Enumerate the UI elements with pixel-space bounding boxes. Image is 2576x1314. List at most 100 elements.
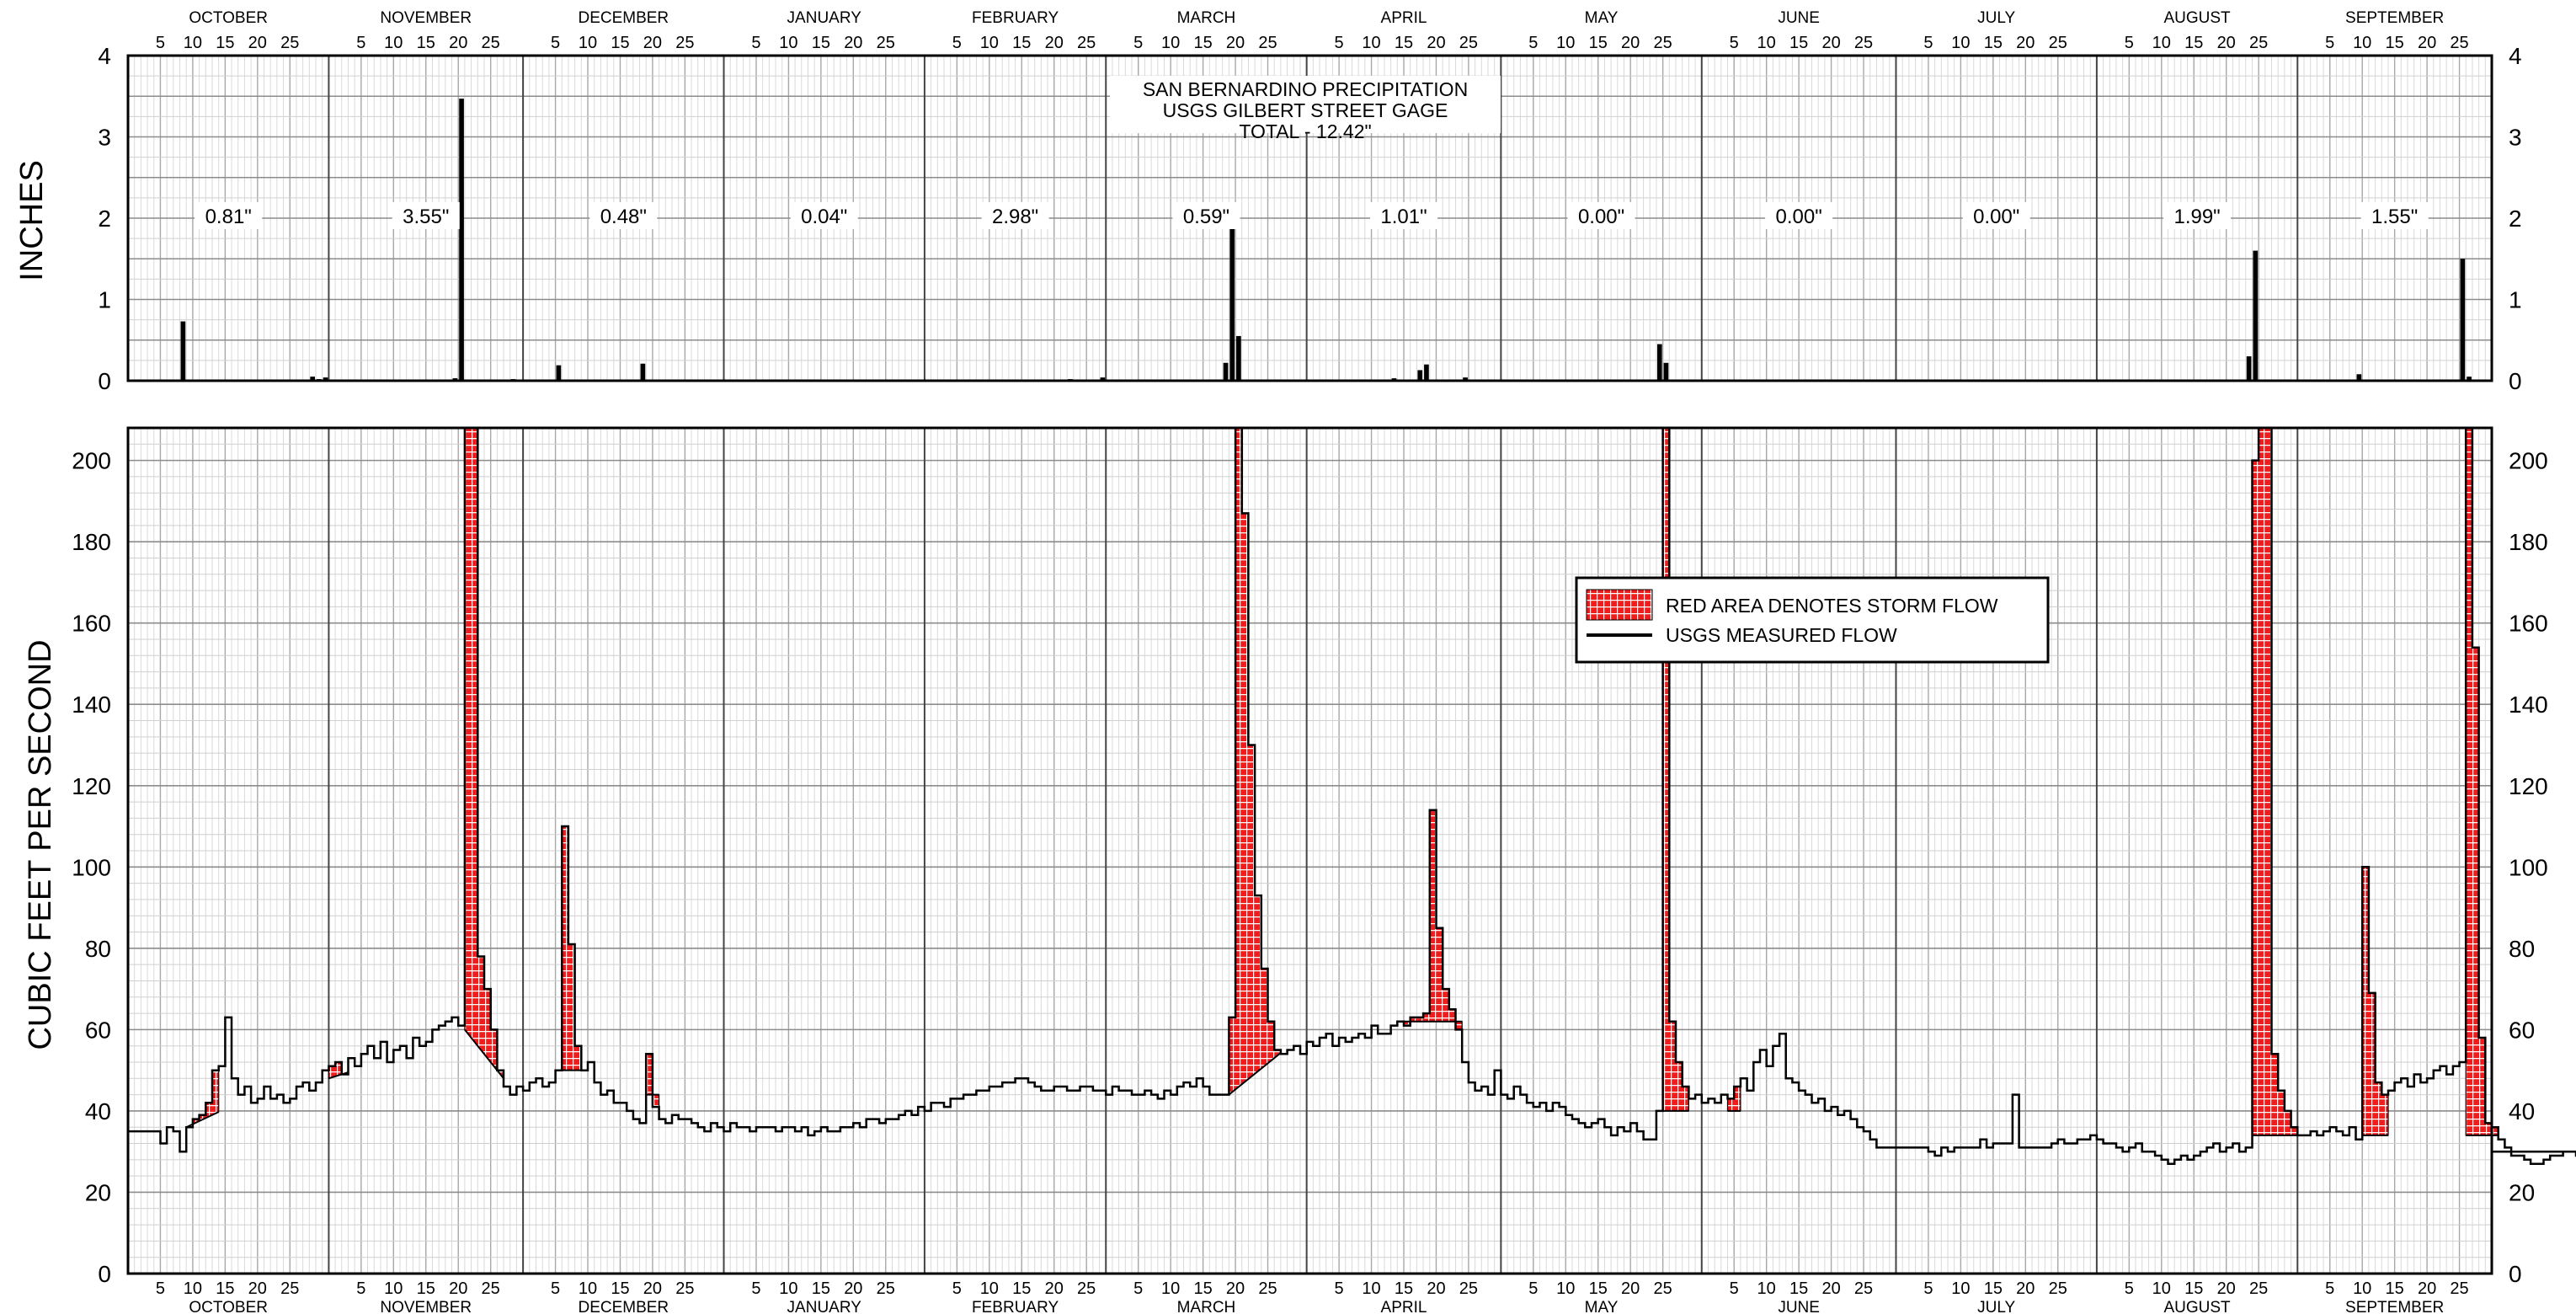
day-tick-bottom: 10: [1556, 1279, 1575, 1298]
day-tick-bottom: 10: [1757, 1279, 1776, 1298]
precip-bars: [180, 99, 2472, 382]
day-tick-top: 15: [1012, 34, 1031, 52]
month-label-bottom: OCTOBER: [189, 1299, 268, 1314]
precip-daily-bar: [2460, 259, 2466, 381]
flow-panel: RED AREA DENOTES STORM FLOW USGS MEASURE…: [23, 426, 2576, 1287]
day-tick-bottom: 10: [384, 1279, 403, 1298]
flow-y-tick-right: 180: [2509, 529, 2548, 555]
day-tick-bottom: 25: [280, 1279, 299, 1298]
flow-y-tick-right: 200: [2509, 448, 2548, 474]
precip-total-box: [1370, 202, 1438, 229]
month-label-top: DECEMBER: [578, 9, 669, 27]
month-label-top: OCTOBER: [189, 9, 268, 27]
precip-daily-bar: [1424, 364, 1429, 381]
flow-y-tick-right: 140: [2509, 692, 2548, 718]
day-tick-bottom: 5: [356, 1279, 365, 1298]
day-tick-bottom: 20: [2418, 1279, 2436, 1298]
precip-y-tick-right: 1: [2509, 287, 2522, 313]
month-label-bottom: JULY: [1977, 1299, 2015, 1314]
day-tick-top: 5: [156, 34, 165, 52]
precip-daily-bar: [1236, 335, 1241, 381]
month-axes: OCTOBER OCTOBER 5 5 10 10 15 15 20 20 25 25 NOVEMBER…: [156, 9, 2469, 1314]
precip-daily-bar: [1663, 362, 1669, 381]
month-label-top: APRIL: [1381, 9, 1427, 27]
precip-total-box: [589, 202, 658, 229]
month-label-bottom: FEBRUARY: [972, 1299, 1059, 1314]
legend-storm-swatch: [1586, 589, 1653, 621]
day-tick-top: 10: [1757, 34, 1776, 52]
precip-total-box: [195, 202, 263, 229]
month-label-bottom: SEPTEMBER: [2345, 1299, 2444, 1314]
day-tick-top: 15: [1395, 34, 1413, 52]
day-tick-bottom: 15: [417, 1279, 435, 1298]
day-tick-top: 15: [1589, 34, 1608, 52]
day-tick-bottom: 5: [952, 1279, 962, 1298]
day-tick-top: 25: [1654, 34, 1672, 52]
day-tick-top: 20: [1427, 34, 1445, 52]
month-label-bottom: DECEMBER: [578, 1299, 669, 1314]
precip-axes: 0 0 1 1 2 2 3 3 4 4: [98, 43, 2521, 394]
precip-monthly-total: 0.04": [801, 206, 847, 228]
day-tick-bottom: 5: [2325, 1279, 2334, 1298]
day-tick-bottom: 5: [1133, 1279, 1143, 1298]
day-tick-top: 5: [551, 34, 560, 52]
precip-monthly-total: 0.00": [1578, 206, 1624, 228]
flow-y-tick-right: 120: [2509, 773, 2548, 799]
day-tick-bottom: 10: [2353, 1279, 2371, 1298]
day-tick-top: 5: [356, 34, 365, 52]
flow-y-tick-left: 160: [72, 611, 111, 637]
precip-daily-bar: [556, 365, 562, 381]
day-tick-top: 10: [579, 34, 597, 52]
day-tick-bottom: 20: [2217, 1279, 2236, 1298]
day-tick-bottom: 15: [1012, 1279, 1031, 1298]
day-tick-bottom: 20: [643, 1279, 662, 1298]
precip-y-tick-left: 0: [98, 368, 111, 394]
flow-y-tick-right: 100: [2509, 854, 2548, 880]
day-tick-bottom: 15: [812, 1279, 830, 1298]
day-tick-top: 5: [1730, 34, 1739, 52]
precip-daily-bar: [310, 377, 316, 381]
precip-monthly-totals: 0.81" 3.55" 0.48" 0.04" 2.98" 0.59" 1.01" 0.00"…: [195, 202, 2429, 229]
day-tick-bottom: 20: [1045, 1279, 1064, 1298]
day-tick-top: 5: [751, 34, 760, 52]
month-label-top: SEPTEMBER: [2345, 9, 2444, 27]
day-tick-bottom: 20: [1427, 1279, 1445, 1298]
flow-y-axis-label: CUBIC FEET PER SECOND: [23, 639, 58, 1050]
usgs-measured-flow-line: [128, 426, 2576, 1165]
day-tick-top: 15: [1789, 34, 1808, 52]
day-tick-top: 15: [1193, 34, 1212, 52]
day-tick-top: 10: [1951, 34, 1970, 52]
precip-daily-bar: [323, 377, 328, 381]
day-tick-bottom: 25: [1258, 1279, 1277, 1298]
day-tick-top: 25: [675, 34, 694, 52]
precip-y-tick-right: 2: [2509, 206, 2522, 232]
day-tick-bottom: 5: [551, 1279, 560, 1298]
month-label-top: NOVEMBER: [380, 9, 472, 27]
precip-y-tick-left: 3: [98, 125, 111, 151]
precip-y-axis-label: INCHES: [14, 160, 50, 281]
precip-daily-bar: [640, 363, 646, 381]
day-tick-bottom: 20: [248, 1279, 267, 1298]
precip-y-tick-left: 1: [98, 287, 111, 313]
month-label-bottom: JANUARY: [787, 1299, 862, 1314]
day-tick-top: 20: [2217, 34, 2236, 52]
precip-daily-bar: [180, 321, 186, 381]
day-tick-bottom: 10: [779, 1279, 797, 1298]
precip-monthly-total: 0.81": [205, 206, 252, 228]
month-label-bottom: APRIL: [1381, 1299, 1427, 1314]
day-tick-top: 20: [248, 34, 267, 52]
day-tick-bottom: 10: [184, 1279, 202, 1298]
precip-daily-bar: [1656, 344, 1662, 381]
day-tick-bottom: 10: [1362, 1279, 1380, 1298]
day-tick-bottom: 15: [1789, 1279, 1808, 1298]
day-tick-bottom: 15: [611, 1279, 629, 1298]
precip-monthly-total: 0.00": [1776, 206, 1822, 228]
month-label-bottom: JUNE: [1778, 1299, 1820, 1314]
day-tick-bottom: 20: [449, 1279, 467, 1298]
day-tick-top: 5: [952, 34, 962, 52]
day-tick-top: 25: [877, 34, 895, 52]
precip-monthly-total: 1.99": [2173, 206, 2220, 228]
day-tick-top: 25: [2049, 34, 2067, 52]
precip-y-tick-right: 3: [2509, 125, 2522, 151]
